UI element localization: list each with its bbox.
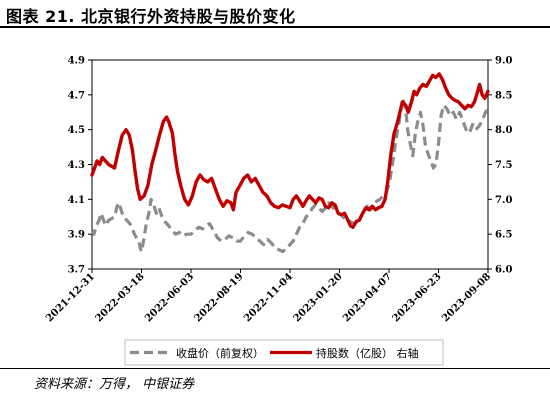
- chart: 3.7 3.9 4.1 4.3 4.5 4.7 4.9 6.0 6.5 7.0 7.5 8.0 8.5 9…: [44, 56, 512, 366]
- y-tick-label: 3.7: [68, 265, 85, 276]
- y2-tick-label: 8.5: [495, 90, 512, 101]
- y2-tick-label: 6.0: [495, 265, 512, 276]
- y-tick-label: 4.1: [68, 195, 85, 206]
- x-tick-label: 2022-06-03: [143, 271, 196, 324]
- y-tick-label: 4.5: [68, 125, 85, 136]
- y2-tick-label: 8.0: [495, 125, 512, 136]
- y-tick-label: 4.9: [68, 56, 85, 67]
- legend-label-holdings: 持股数（亿股） 右轴: [316, 346, 419, 360]
- x-tick-label: 2021-12-31: [44, 271, 97, 324]
- y2-tick-label: 7.0: [495, 195, 512, 206]
- y2-tick-label: 6.5: [495, 230, 512, 241]
- chart-axes: 3.7 3.9 4.1 4.3 4.5 4.7 4.9 6.0 6.5 7.0 7.5 8.0 8.5 9…: [44, 56, 512, 325]
- legend-label-price: 收盘价（前复权）: [176, 346, 264, 360]
- y2-tick-label: 9.0: [495, 56, 512, 67]
- title-rule: [0, 26, 550, 28]
- x-tick-label: 2022-11-04: [242, 271, 295, 324]
- source-note: 资料来源：万得， 中银证券: [34, 377, 195, 392]
- series-layer: [90, 72, 490, 254]
- series-line-price: [90, 96, 490, 254]
- x-tick-label: 2023-01-20: [292, 271, 345, 324]
- y-tick-label: 4.7: [68, 90, 85, 101]
- source-rule: [0, 368, 550, 369]
- x-tick-label: 2023-04-07: [341, 271, 394, 324]
- x-tick-label: 2022-03-18: [94, 271, 147, 324]
- x-tick-label: 2023-09-08: [440, 271, 493, 324]
- figure-title: 图表 21. 北京银行外资持股与股价变化: [6, 7, 296, 26]
- y2-tick-label: 7.5: [495, 160, 512, 171]
- series-line-holdings: [90, 72, 490, 229]
- legend: 收盘价（前复权） 持股数（亿股） 右轴: [124, 339, 444, 366]
- x-tick-label: 2022-08-19: [193, 271, 246, 324]
- y-tick-label: 3.9: [68, 230, 85, 241]
- y-tick-label: 4.3: [68, 160, 85, 171]
- x-tick-label: 2023-06-23: [391, 271, 444, 324]
